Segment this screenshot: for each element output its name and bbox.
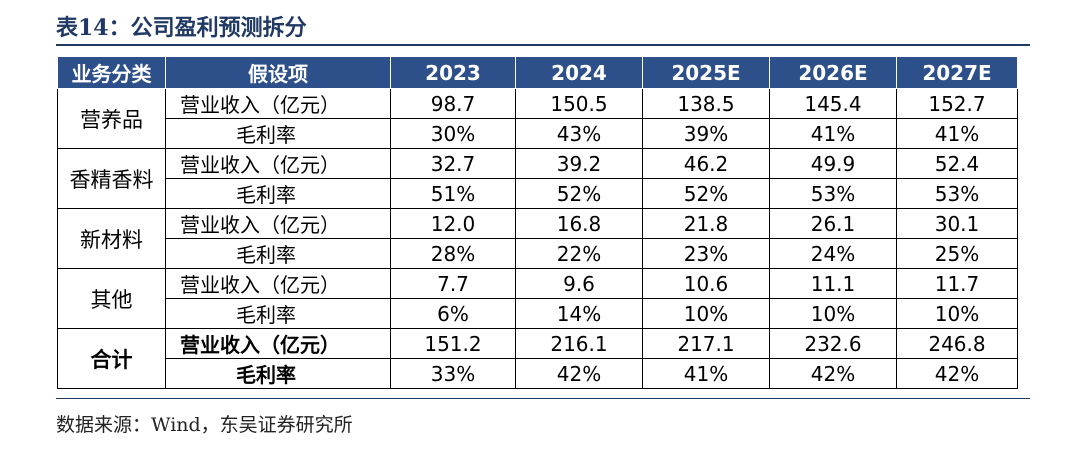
table-cell: 33% xyxy=(390,358,516,389)
item-label: 毛利率 xyxy=(165,178,391,209)
table-cell: 232.6 xyxy=(769,328,897,359)
table-cell: 6% xyxy=(390,298,516,329)
table-cell: 43% xyxy=(515,118,643,149)
table-cell: 21.8 xyxy=(642,208,770,239)
table-cell: 39.2 xyxy=(515,148,643,179)
table-cell: 11.7 xyxy=(896,268,1018,299)
item-label: 毛利率 xyxy=(165,358,391,389)
header-assumption: 假设项 xyxy=(165,56,391,89)
table-cell: 10% xyxy=(896,298,1018,329)
table-row: 营养品 营业收入（亿元） 98.7 150.5 138.5 145.4 152.… xyxy=(57,88,1018,149)
table-cell: 52.4 xyxy=(896,148,1018,179)
table-cell: 30.1 xyxy=(896,208,1018,239)
table-row: 新材料 营业收入（亿元） 12.0 16.8 21.8 26.1 30.1 xyxy=(57,208,1018,269)
source-rule xyxy=(56,398,1030,399)
table-cell: 25% xyxy=(896,238,1018,269)
table-row: 其他 营业收入（亿元） 7.7 9.6 10.6 11.1 11.7 xyxy=(57,268,1018,329)
table-row-total: 毛利率 33% 42% 41% 42% 42% xyxy=(58,358,1018,389)
table-cell: 41% xyxy=(642,358,770,389)
table-cell: 145.4 xyxy=(769,88,897,119)
table-cell: 16.8 xyxy=(515,208,643,239)
header-year-2027e: 2027E xyxy=(896,56,1018,89)
group-label: 其他 xyxy=(57,268,166,329)
table-cell: 41% xyxy=(769,118,897,149)
table-cell: 52% xyxy=(515,178,643,209)
table-cell: 98.7 xyxy=(390,88,516,119)
table-cell: 10% xyxy=(642,298,770,329)
table-row: 香精香料 营业收入（亿元） 32.7 39.2 46.2 49.9 52.4 xyxy=(57,148,1018,209)
table-cell: 42% xyxy=(769,358,897,389)
header-year-2023: 2023 xyxy=(390,56,516,89)
table-cell: 30% xyxy=(390,118,516,149)
table-cell: 51% xyxy=(390,178,516,209)
table-cell: 46.2 xyxy=(642,148,770,179)
table-cell: 216.1 xyxy=(515,328,643,359)
forecast-table: 业务分类 假设项 2023 2024 2025E 2026E 2027E 营养品… xyxy=(57,56,1018,389)
table-cell: 150.5 xyxy=(515,88,643,119)
table-cell: 28% xyxy=(390,238,516,269)
table-cell: 246.8 xyxy=(896,328,1018,359)
table-row: 毛利率 30% 43% 39% 41% 41% xyxy=(58,118,1018,149)
table-header-row: 业务分类 假设项 2023 2024 2025E 2026E 2027E xyxy=(57,56,1018,89)
item-label: 营业收入（亿元） xyxy=(165,328,391,359)
table-cell: 12.0 xyxy=(390,208,516,239)
item-label: 营业收入（亿元） xyxy=(165,268,391,299)
table-row: 毛利率 51% 52% 52% 53% 53% xyxy=(58,178,1018,209)
table-cell: 53% xyxy=(896,178,1018,209)
table-cell: 52% xyxy=(642,178,770,209)
item-label: 毛利率 xyxy=(165,298,391,329)
table-cell: 151.2 xyxy=(390,328,516,359)
group-label-total: 合计 xyxy=(57,328,166,389)
title-rule xyxy=(56,44,1030,46)
header-business-category: 业务分类 xyxy=(57,56,166,89)
table-cell: 53% xyxy=(769,178,897,209)
table-cell: 22% xyxy=(515,238,643,269)
group-label: 香精香料 xyxy=(57,148,166,209)
table-cell: 138.5 xyxy=(642,88,770,119)
table-cell: 7.7 xyxy=(390,268,516,299)
group-label: 营养品 xyxy=(57,88,166,149)
source-note: 数据来源：Wind，东吴证券研究所 xyxy=(56,414,353,436)
table-cell: 23% xyxy=(642,238,770,269)
table-cell: 39% xyxy=(642,118,770,149)
table-cell: 152.7 xyxy=(896,88,1018,119)
table-cell: 41% xyxy=(896,118,1018,149)
table-cell: 10.6 xyxy=(642,268,770,299)
group-label: 新材料 xyxy=(57,208,166,269)
table-cell: 32.7 xyxy=(390,148,516,179)
table-cell: 42% xyxy=(896,358,1018,389)
item-label: 营业收入（亿元） xyxy=(165,148,391,179)
item-label: 毛利率 xyxy=(165,238,391,269)
item-label: 营业收入（亿元） xyxy=(165,208,391,239)
table-cell: 14% xyxy=(515,298,643,329)
table-row-total: 合计 营业收入（亿元） 151.2 216.1 217.1 232.6 246.… xyxy=(57,328,1018,389)
table-cell: 11.1 xyxy=(769,268,897,299)
item-label: 营业收入（亿元） xyxy=(165,88,391,119)
item-label: 毛利率 xyxy=(165,118,391,149)
table-cell: 24% xyxy=(769,238,897,269)
table-cell: 49.9 xyxy=(769,148,897,179)
table-cell: 10% xyxy=(769,298,897,329)
table-title: 表14：公司盈利预测拆分 xyxy=(56,15,307,41)
table-cell: 9.6 xyxy=(515,268,643,299)
table-cell: 26.1 xyxy=(769,208,897,239)
table-row: 毛利率 6% 14% 10% 10% 10% xyxy=(58,298,1018,329)
table-cell: 42% xyxy=(515,358,643,389)
table-row: 毛利率 28% 22% 23% 24% 25% xyxy=(58,238,1018,269)
header-year-2024: 2024 xyxy=(515,56,643,89)
header-year-2026e: 2026E xyxy=(769,56,897,89)
table-cell: 217.1 xyxy=(642,328,770,359)
header-year-2025e: 2025E xyxy=(642,56,770,89)
